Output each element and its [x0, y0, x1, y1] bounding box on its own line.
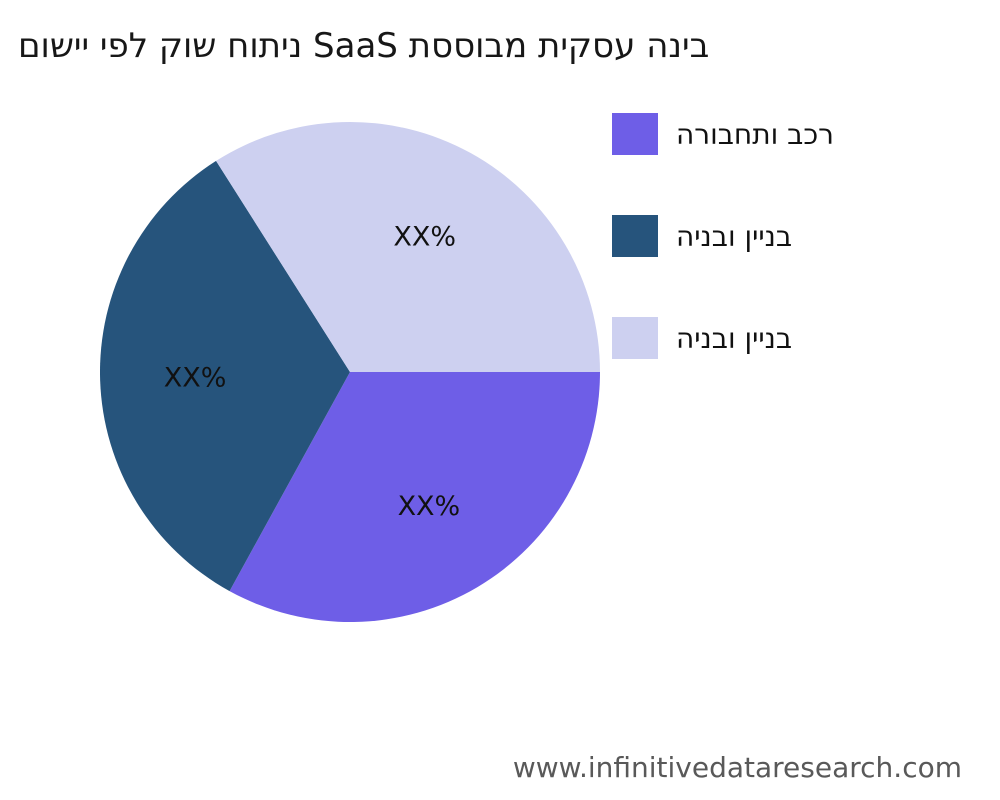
- pie-slice: [229, 372, 600, 623]
- chart-title: בינה עסקית מבוססת SaaS ניתוח שוק לפי ייש…: [18, 26, 710, 66]
- legend-label: בניין ובניה: [676, 219, 793, 253]
- legend-label: בניין ובניה: [676, 321, 793, 355]
- legend-swatch: [612, 215, 658, 257]
- pie-slice-percentage-label: XX%: [164, 362, 227, 393]
- legend-item: רכב ותחבורה: [612, 112, 834, 156]
- legend: רכב ותחבורה בניין ובניה בניין ובניה: [612, 112, 834, 418]
- legend-swatch: [612, 317, 658, 359]
- legend-swatch: [612, 113, 658, 155]
- pie-slice: [99, 160, 350, 592]
- pie-chart: XX% XX% XX%: [98, 120, 602, 624]
- source-website-url: www.infinitivedataresearch.com: [512, 751, 962, 784]
- legend-item: בניין ובניה: [612, 316, 834, 360]
- legend-label: רכב ותחבורה: [676, 117, 834, 151]
- legend-item: בניין ובניה: [612, 214, 834, 258]
- pie-slice: [216, 121, 600, 373]
- pie-chart-svg: XX% XX% XX%: [99, 121, 600, 623]
- pie-slice-percentage-label: XX%: [398, 491, 461, 522]
- pie-slice-percentage-label: XX%: [393, 222, 456, 253]
